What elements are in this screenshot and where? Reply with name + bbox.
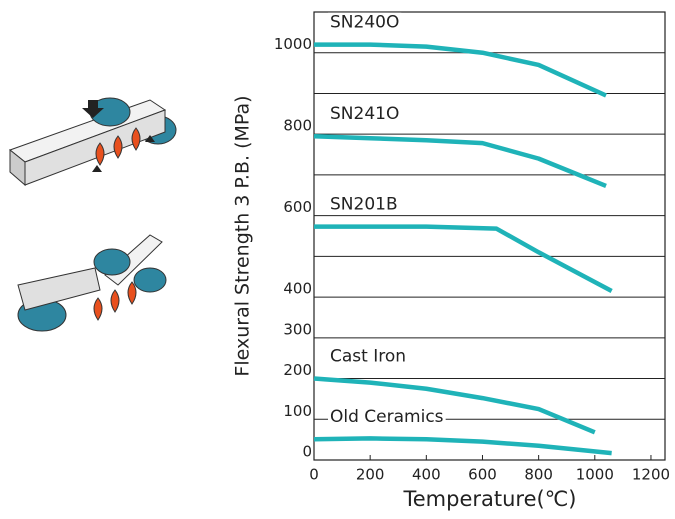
y-tick-label: 400	[283, 280, 312, 298]
label-background	[328, 194, 400, 215]
series-label: Cast Iron	[330, 347, 406, 367]
x-tick-label: 400	[412, 466, 441, 484]
y-tick-label: 200	[283, 361, 312, 379]
plot-frame	[313, 11, 666, 461]
series-label: Old Ceramics	[330, 407, 444, 427]
y-tick-label: 1000	[274, 35, 312, 53]
y-tick-label: 300	[283, 320, 312, 338]
y-axis-label: Flexural Strength 3 P.B. (MPa)	[232, 95, 254, 376]
series-line	[313, 376, 596, 435]
x-tick-label: 0	[309, 466, 319, 484]
x-tick-label: 1000	[576, 466, 614, 484]
illustration-fracture	[17, 234, 167, 332]
illustration-bend-test	[8, 97, 177, 187]
series-line	[314, 224, 613, 293]
x-axis-label: Temperature(℃)	[403, 487, 577, 511]
series-label: SN240O	[330, 13, 399, 33]
y-tick-label: 600	[283, 198, 312, 216]
label-background	[328, 407, 446, 428]
series-line	[313, 436, 612, 456]
label-background	[328, 104, 402, 125]
x-tick-label: 800	[524, 466, 553, 484]
label-background	[328, 12, 402, 33]
y-tick-label: 800	[283, 117, 312, 135]
y-tick-label: 0	[302, 443, 312, 461]
series-line	[313, 133, 607, 188]
y-tick-label: 100	[283, 402, 312, 420]
x-tick-label: 200	[356, 466, 385, 484]
x-tick-label: 600	[468, 466, 497, 484]
series-label: SN241O	[330, 104, 399, 124]
series-label: SN201B	[330, 195, 398, 215]
x-tick-label: 1200	[632, 466, 670, 484]
series-line	[314, 42, 607, 98]
label-background	[328, 346, 409, 367]
